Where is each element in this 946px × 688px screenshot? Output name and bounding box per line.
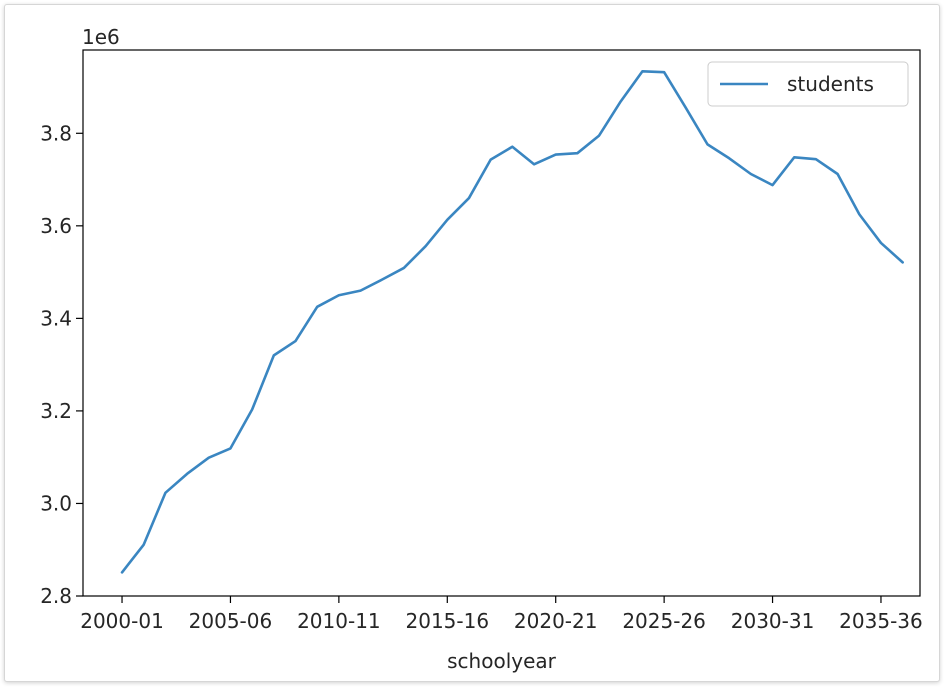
y-tick-label: 3.6	[40, 214, 72, 238]
y-tick-label: 3.2	[40, 399, 72, 423]
x-tick-label: 2020-21	[514, 609, 598, 633]
y-axis-ticks: 2.8 3.0 3.2 3.4 3.6 3.8	[40, 121, 83, 608]
x-tick-label: 2000-01	[80, 609, 164, 633]
y-offset-label: 1e6	[82, 25, 120, 49]
x-axis-title: schoolyear	[447, 649, 557, 673]
x-tick-label: 2010-11	[297, 609, 381, 633]
x-tick-label: 2030-31	[731, 609, 815, 633]
x-tick-label: 2035-36	[839, 609, 923, 633]
legend-box	[707, 61, 909, 107]
legend-label: students	[787, 72, 874, 96]
series-line-students	[120, 69, 904, 574]
y-tick-label: 3.4	[40, 306, 72, 330]
x-tick-label: 2015-16	[406, 609, 490, 633]
y-tick-label: 2.8	[40, 584, 72, 608]
figure-frame	[4, 4, 940, 682]
y-tick-label: 3.0	[40, 491, 72, 515]
plot-area-frame	[82, 49, 921, 597]
x-axis-ticks: 2000-01 2005-06 2010-11 2015-16 2020-21 2025-…	[80, 596, 923, 633]
x-tick-label: 2025-26	[622, 609, 706, 633]
y-tick-label: 3.8	[40, 121, 72, 145]
legend: students	[707, 61, 909, 107]
x-tick-label: 2005-06	[189, 609, 273, 633]
